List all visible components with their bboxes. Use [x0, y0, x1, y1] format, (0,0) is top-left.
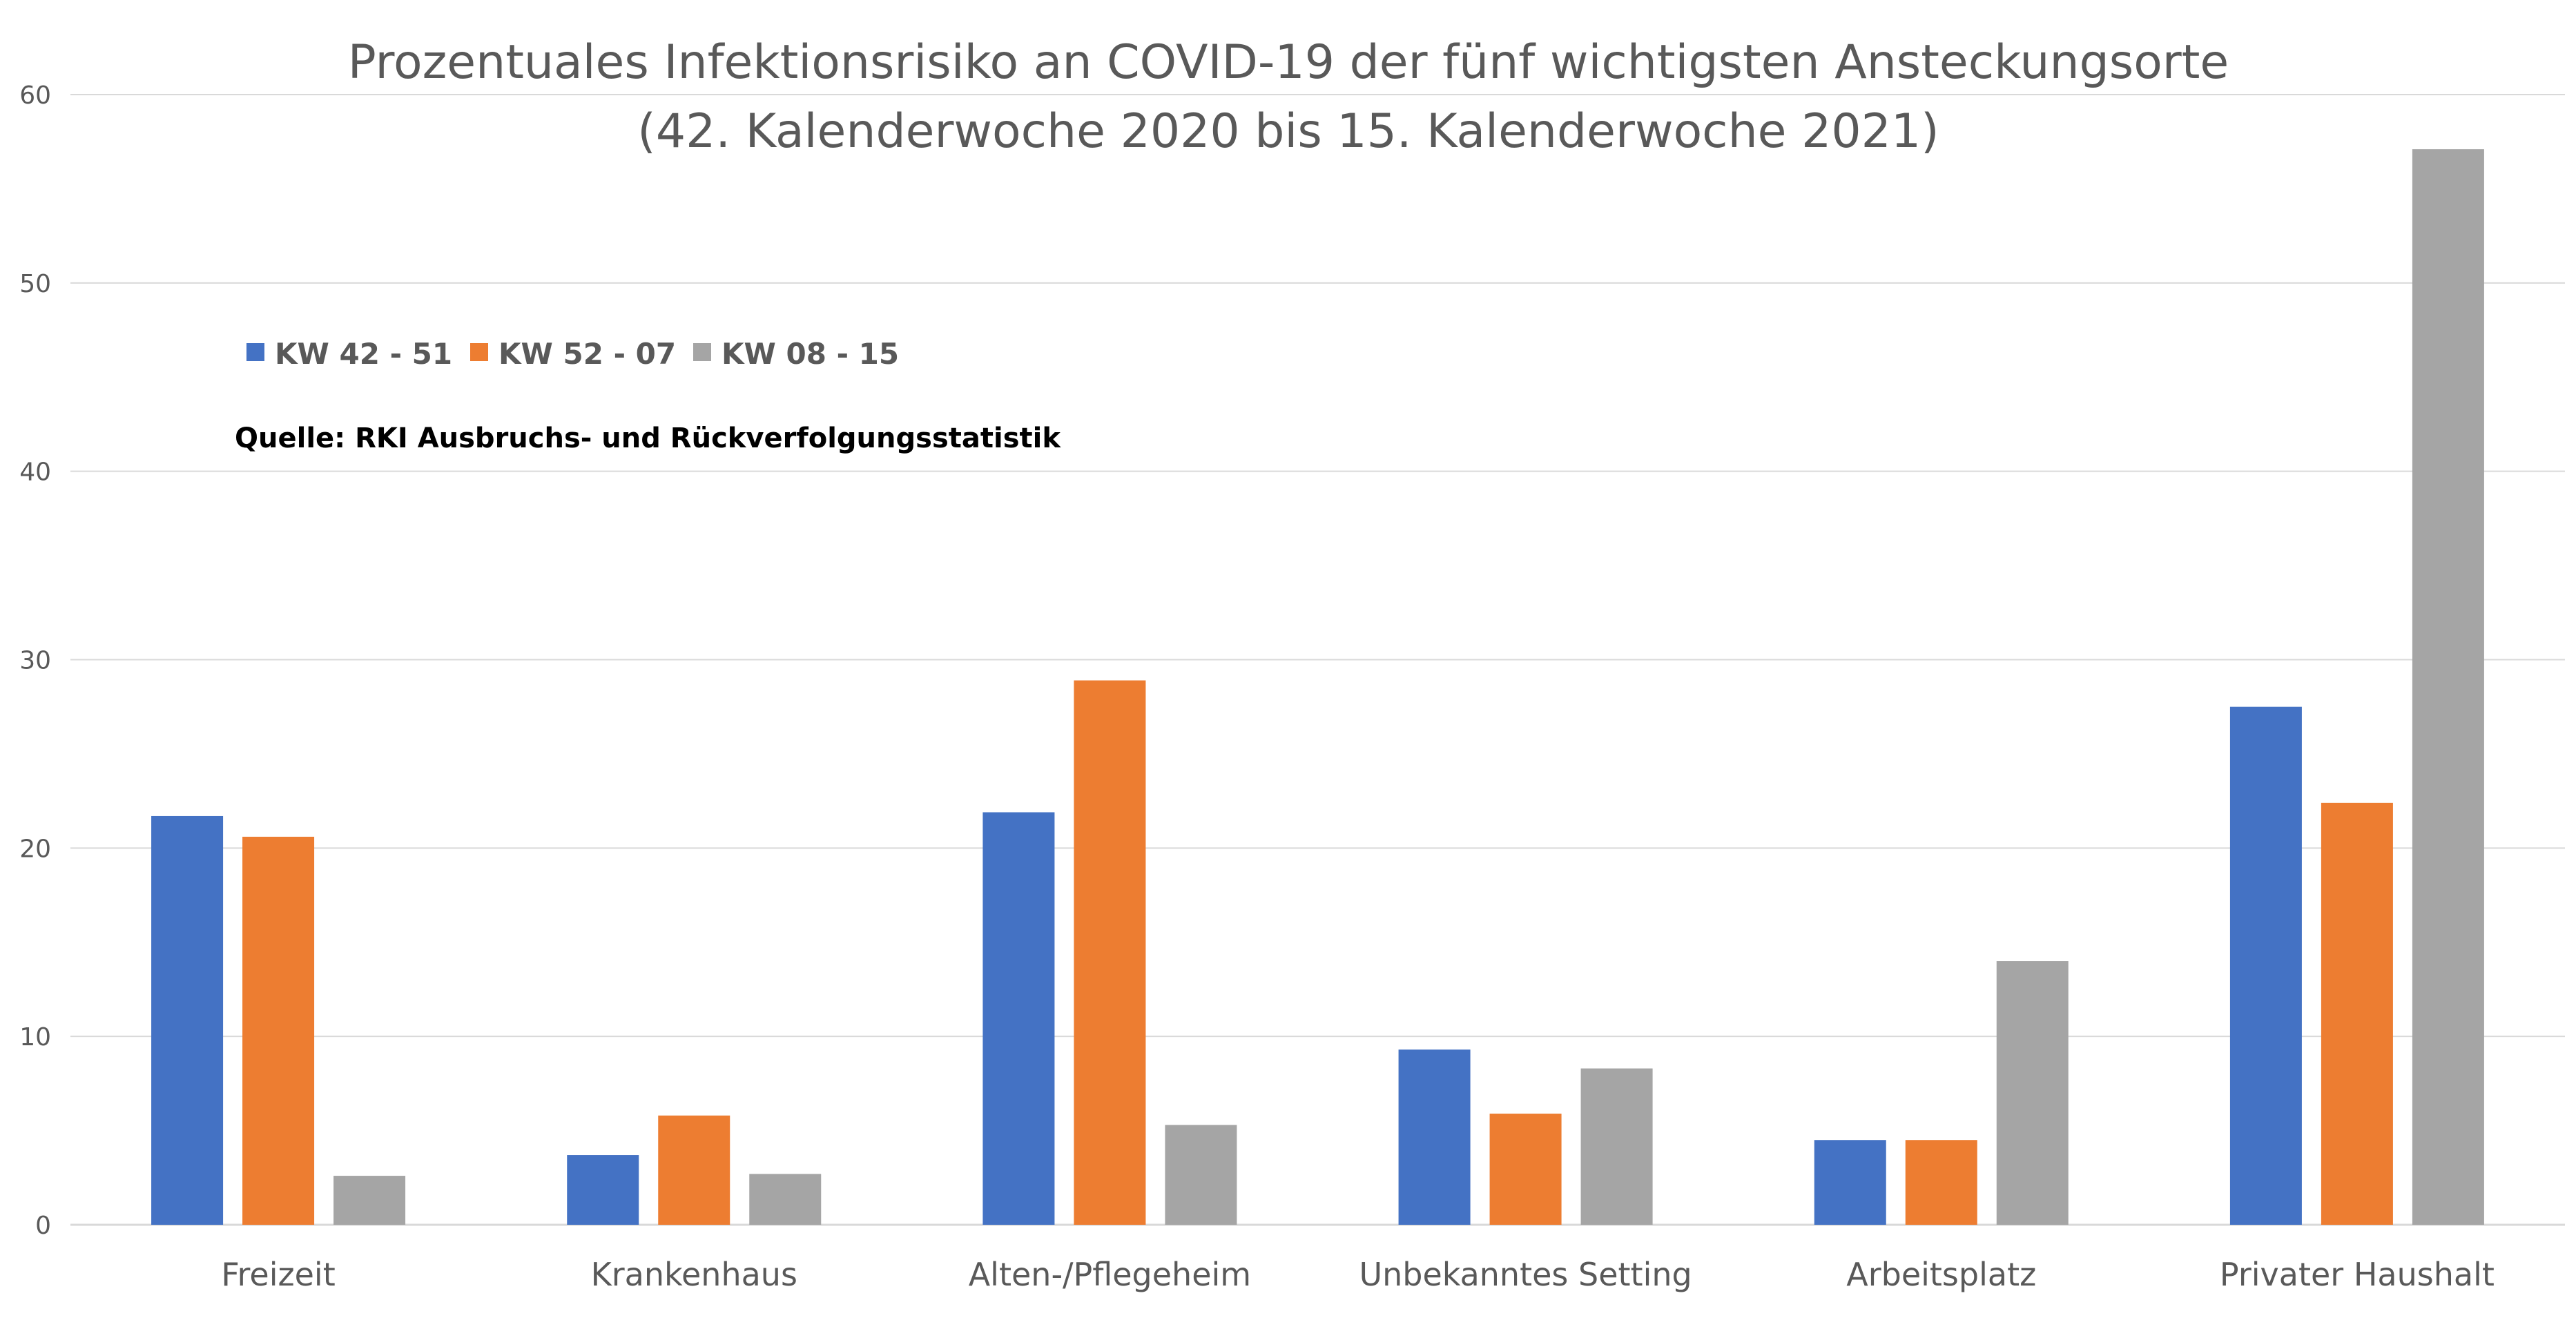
bar-freizeit-series-3 [333, 1176, 406, 1225]
y-tick-label-30: 30 [19, 647, 51, 675]
bar-krankenhaus-series-2 [658, 1115, 730, 1225]
legend-swatch-kw-08-15 [693, 343, 711, 361]
bar-freizeit-series-2 [242, 836, 315, 1225]
y-tick-label-0: 0 [35, 1212, 51, 1240]
bars-layer [151, 149, 2484, 1225]
legend: KW 42 - 51 KW 52 - 07 KW 08 - 15 [246, 337, 899, 371]
bar-arbeitsplatz-series-1 [1814, 1140, 1886, 1225]
bar-alten-pflegeheim-series-3 [1165, 1125, 1237, 1225]
category-label-alten-pflegeheim: Alten-/Pflegeheim [969, 1256, 1251, 1293]
bar-unbekanntes-setting-series-1 [1398, 1049, 1471, 1225]
legend-label-kw-52-07: KW 52 - 07 [498, 337, 676, 371]
bar-privater-haushalt-series-2 [2321, 802, 2393, 1225]
bar-krankenhaus-series-1 [567, 1155, 639, 1225]
y-tick-label-20: 20 [19, 835, 51, 863]
bar-privater-haushalt-series-3 [2412, 149, 2484, 1225]
bar-arbeitsplatz-series-3 [1996, 961, 2069, 1225]
category-label-freizeit: Freizeit [221, 1256, 335, 1293]
legend-swatch-kw-52-07 [470, 343, 488, 361]
legend-label-kw-42-51: KW 42 - 51 [275, 337, 452, 371]
chart-title: Prozentuales Infektionsrisiko an COVID-1… [348, 35, 2229, 90]
category-label-krankenhaus: Krankenhaus [591, 1256, 797, 1293]
grid-layer [70, 94, 2565, 1226]
category-label-arbeitsplatz: Arbeitsplatz [1846, 1256, 2036, 1293]
category-label-privater-haushalt: Privater Haushalt [2220, 1256, 2495, 1293]
category-label-unbekanntes-setting: Unbekanntes Setting [1359, 1256, 1692, 1293]
bar-freizeit-series-1 [151, 815, 224, 1225]
bar-alten-pflegeheim-series-1 [982, 812, 1055, 1225]
bar-unbekanntes-setting-series-3 [1580, 1068, 1653, 1225]
category-labels: Freizeit Krankenhaus Alten-/Pflegeheim Unbe… [221, 1256, 2494, 1293]
y-axis-tick-labels: 0 10 20 30 40 50 60 [19, 81, 51, 1240]
bar-unbekanntes-setting-series-2 [1489, 1114, 1562, 1225]
y-tick-label-40: 40 [19, 458, 51, 487]
y-tick-label-50: 50 [19, 270, 51, 298]
y-tick-label-10: 10 [19, 1023, 51, 1051]
bar-arbeitsplatz-series-2 [1905, 1140, 1977, 1225]
y-tick-label-60: 60 [19, 81, 51, 110]
source-annotation: Quelle: RKI Ausbruchs- und Rückverfolgun… [235, 423, 1061, 454]
bar-privater-haushalt-series-1 [2229, 706, 2302, 1225]
chart-subtitle: (42. Kalenderwoche 2020 bis 15. Kalender… [637, 104, 1939, 159]
legend-label-kw-08-15: KW 08 - 15 [722, 337, 899, 371]
legend-swatch-kw-42-51 [246, 343, 264, 361]
bar-krankenhaus-series-3 [749, 1174, 822, 1225]
bar-alten-pflegeheim-series-2 [1074, 680, 1146, 1225]
